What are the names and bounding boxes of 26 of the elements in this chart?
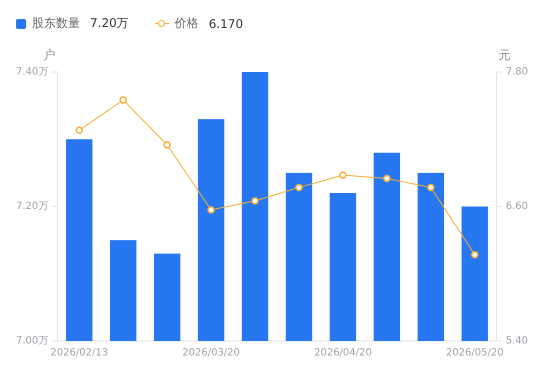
point (427, 184, 435, 192)
y2-tick-label: 5.40 (506, 336, 528, 347)
legend-label: 价格 (174, 15, 199, 32)
x-tick-label: 2026/05/20 (446, 348, 504, 359)
point (471, 250, 479, 258)
legend-label: 股东数量 (32, 15, 80, 32)
text: 7.20万 (90, 15, 129, 32)
point (75, 126, 83, 134)
text: 6.170 (208, 16, 244, 30)
y2-tick-label: 7.80 (506, 66, 528, 78)
y-tick-label: 7.20万 (16, 201, 48, 212)
y2-tick-label: 6.60 (506, 201, 528, 212)
y2-axis-title: 元 (498, 48, 511, 62)
point (383, 174, 391, 182)
point (295, 184, 303, 192)
point (251, 197, 259, 205)
x-tick-label: 2026/03/20 (182, 348, 240, 359)
x-tick-label: 2026/02/13 (50, 348, 108, 359)
y-axis-title: 户 (43, 48, 56, 62)
y-tick-label: 7.00万 (16, 336, 48, 347)
x-tick-label: 2026/04/20 (314, 348, 372, 359)
point (339, 171, 347, 179)
point (163, 141, 171, 149)
y-tick-label: 7.40万 (16, 66, 48, 78)
point (119, 96, 127, 104)
point (207, 206, 215, 214)
